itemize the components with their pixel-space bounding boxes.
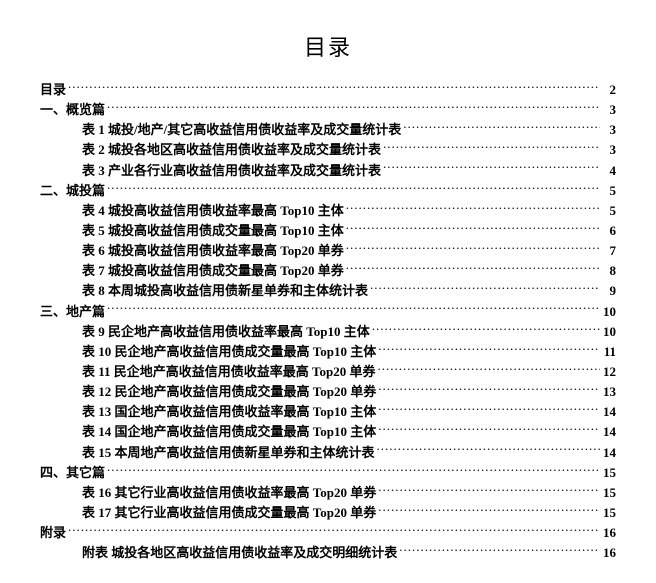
toc-entry-label: 目录 [40,80,66,100]
toc-entry-label: 表 14 国企地产高收益信用债成交量最高 Top10 主体 [82,422,376,442]
toc-entry-page: 10 [602,302,616,322]
toc-leader-dots [377,444,600,457]
toc-entry-page: 2 [602,80,616,100]
toc-entry-page: 3 [602,120,616,140]
toc-entry-page: 14 [602,443,616,463]
toc-entry-page: 14 [602,402,616,422]
toc-row: 表 1 城投/地产/其它高收益信用债收益率及成交量统计表 3 [40,120,616,140]
toc-row: 表 4 城投高收益信用债收益率最高 Top10 主体 5 [40,201,616,221]
toc-row: 附表 城投各地区高收益信用债收益率及成交明细统计表 16 [40,543,616,563]
toc-row: 表 9 民企地产高收益信用债收益率最高 Top10 主体 10 [40,322,616,342]
toc-row: 表 2 城投各地区高收益信用债收益率及成交量统计表 3 [40,140,616,160]
toc-leader-dots [372,323,600,336]
toc-entry-page: 14 [602,422,616,442]
toc-entry-page: 8 [602,261,616,281]
toc-leader-dots [370,282,600,295]
toc-entry-label: 表 2 城投各地区高收益信用债收益率及成交量统计表 [82,140,381,160]
toc-entry-page: 3 [602,100,616,120]
toc-entry-label: 附表 城投各地区高收益信用债收益率及成交明细统计表 [82,543,397,563]
toc-entry-label: 表 12 民企地产高收益信用债成交量最高 Top20 单券 [82,382,376,402]
toc-entry-page: 12 [602,362,616,382]
toc-entry-page: 5 [602,181,616,201]
toc-leader-dots [107,464,600,477]
toc-entry-page: 13 [602,382,616,402]
toc-leader-dots [346,262,600,275]
toc-row: 表 5 城投高收益信用债成交量最高 Top10 主体 6 [40,221,616,241]
toc-entry-page: 3 [602,140,616,160]
toc-entry-label: 表 10 民企地产高收益信用债成交量最高 Top10 主体 [82,342,376,362]
toc-leader-dots [399,544,600,557]
toc-entry-page: 16 [602,543,616,563]
toc-entry-label: 表 15 本周地产高收益信用债新星单券和主体统计表 [82,443,375,463]
toc-entry-page: 15 [602,463,616,483]
toc-row: 表 13 国企地产高收益信用债收益率最高 Top10 主体 14 [40,402,616,422]
toc-entry-label: 一、概览篇 [40,100,105,120]
toc-entry-label: 二、城投篇 [40,181,105,201]
toc-entry-page: 4 [602,161,616,181]
toc-page: 目录 目录2一、概览篇3表 1 城投/地产/其它高收益信用债收益率及成交量统计表… [0,0,656,583]
toc-leader-dots [107,101,600,114]
toc-row: 表 15 本周地产高收益信用债新星单券和主体统计表 14 [40,443,616,463]
toc-entry-label: 表 5 城投高收益信用债成交量最高 Top10 主体 [82,221,344,241]
toc-list: 目录2一、概览篇3表 1 城投/地产/其它高收益信用债收益率及成交量统计表3表 … [40,80,616,563]
toc-entry-label: 表 13 国企地产高收益信用债收益率最高 Top10 主体 [82,402,376,422]
toc-entry-label: 表 4 城投高收益信用债收益率最高 Top10 主体 [82,201,344,221]
toc-leader-dots [346,242,600,255]
toc-row: 三、地产篇 10 [40,302,616,322]
toc-leader-dots [346,222,600,235]
toc-entry-label: 三、地产篇 [40,302,105,322]
toc-leader-dots [378,423,600,436]
toc-entry-page: 15 [602,503,616,523]
toc-entry-page: 11 [602,342,616,362]
toc-row: 表 17 其它行业高收益信用债成交量最高 Top20 单券 15 [40,503,616,523]
toc-entry-label: 表 8 本周城投高收益信用债新星单券和主体统计表 [82,281,368,301]
toc-leader-dots [68,81,600,94]
toc-entry-label: 表 3 产业各行业高收益信用债收益率及成交量统计表 [82,161,381,181]
toc-entry-page: 9 [602,281,616,301]
toc-leader-dots [107,182,600,195]
toc-leader-dots [107,303,600,316]
toc-entry-label: 表 9 民企地产高收益信用债收益率最高 Top10 主体 [82,322,370,342]
toc-leader-dots [68,524,600,537]
toc-entry-page: 16 [602,523,616,543]
toc-leader-dots [378,504,600,517]
toc-leader-dots [383,141,600,154]
toc-row: 表 11 民企地产高收益信用债收益率最高 Top20 单券 12 [40,362,616,382]
toc-entry-label: 四、其它篇 [40,463,105,483]
page-title: 目录 [40,30,616,62]
toc-row: 表 16 其它行业高收益信用债收益率最高 Top20 单券 15 [40,483,616,503]
toc-row: 表 7 城投高收益信用债成交量最高 Top20 单券 8 [40,261,616,281]
toc-entry-label: 表 16 其它行业高收益信用债收益率最高 Top20 单券 [82,483,376,503]
toc-leader-dots [378,383,600,396]
toc-leader-dots [346,202,600,215]
toc-row: 一、概览篇 3 [40,100,616,120]
toc-row: 表 3 产业各行业高收益信用债收益率及成交量统计表 4 [40,161,616,181]
toc-entry-label: 附录 [40,523,66,543]
toc-entry-page: 15 [602,483,616,503]
toc-leader-dots [403,121,600,134]
toc-leader-dots [378,363,601,376]
toc-entry-page: 10 [602,322,616,342]
toc-leader-dots [378,484,600,497]
toc-row: 二、城投篇 5 [40,181,616,201]
toc-row: 目录 2 [40,80,616,100]
toc-leader-dots [378,403,600,416]
toc-leader-dots [383,162,600,175]
toc-leader-dots [378,343,600,356]
toc-entry-label: 表 17 其它行业高收益信用债成交量最高 Top20 单券 [82,503,376,523]
toc-row: 表 14 国企地产高收益信用债成交量最高 Top10 主体 14 [40,422,616,442]
toc-entry-page: 6 [602,221,616,241]
toc-row: 表 6 城投高收益信用债收益率最高 Top20 单券 7 [40,241,616,261]
toc-row: 四、其它篇 15 [40,463,616,483]
toc-entry-label: 表 7 城投高收益信用债成交量最高 Top20 单券 [82,261,344,281]
toc-entry-label: 表 6 城投高收益信用债收益率最高 Top20 单券 [82,241,344,261]
toc-entry-page: 7 [602,241,616,261]
toc-entry-page: 5 [602,201,616,221]
toc-entry-label: 表 1 城投/地产/其它高收益信用债收益率及成交量统计表 [82,120,401,140]
toc-row: 表 10 民企地产高收益信用债成交量最高 Top10 主体 11 [40,342,616,362]
toc-entry-label: 表 11 民企地产高收益信用债收益率最高 Top20 单券 [82,362,376,382]
toc-row: 表 12 民企地产高收益信用债成交量最高 Top20 单券 13 [40,382,616,402]
toc-row: 附录 16 [40,523,616,543]
toc-row: 表 8 本周城投高收益信用债新星单券和主体统计表 9 [40,281,616,301]
